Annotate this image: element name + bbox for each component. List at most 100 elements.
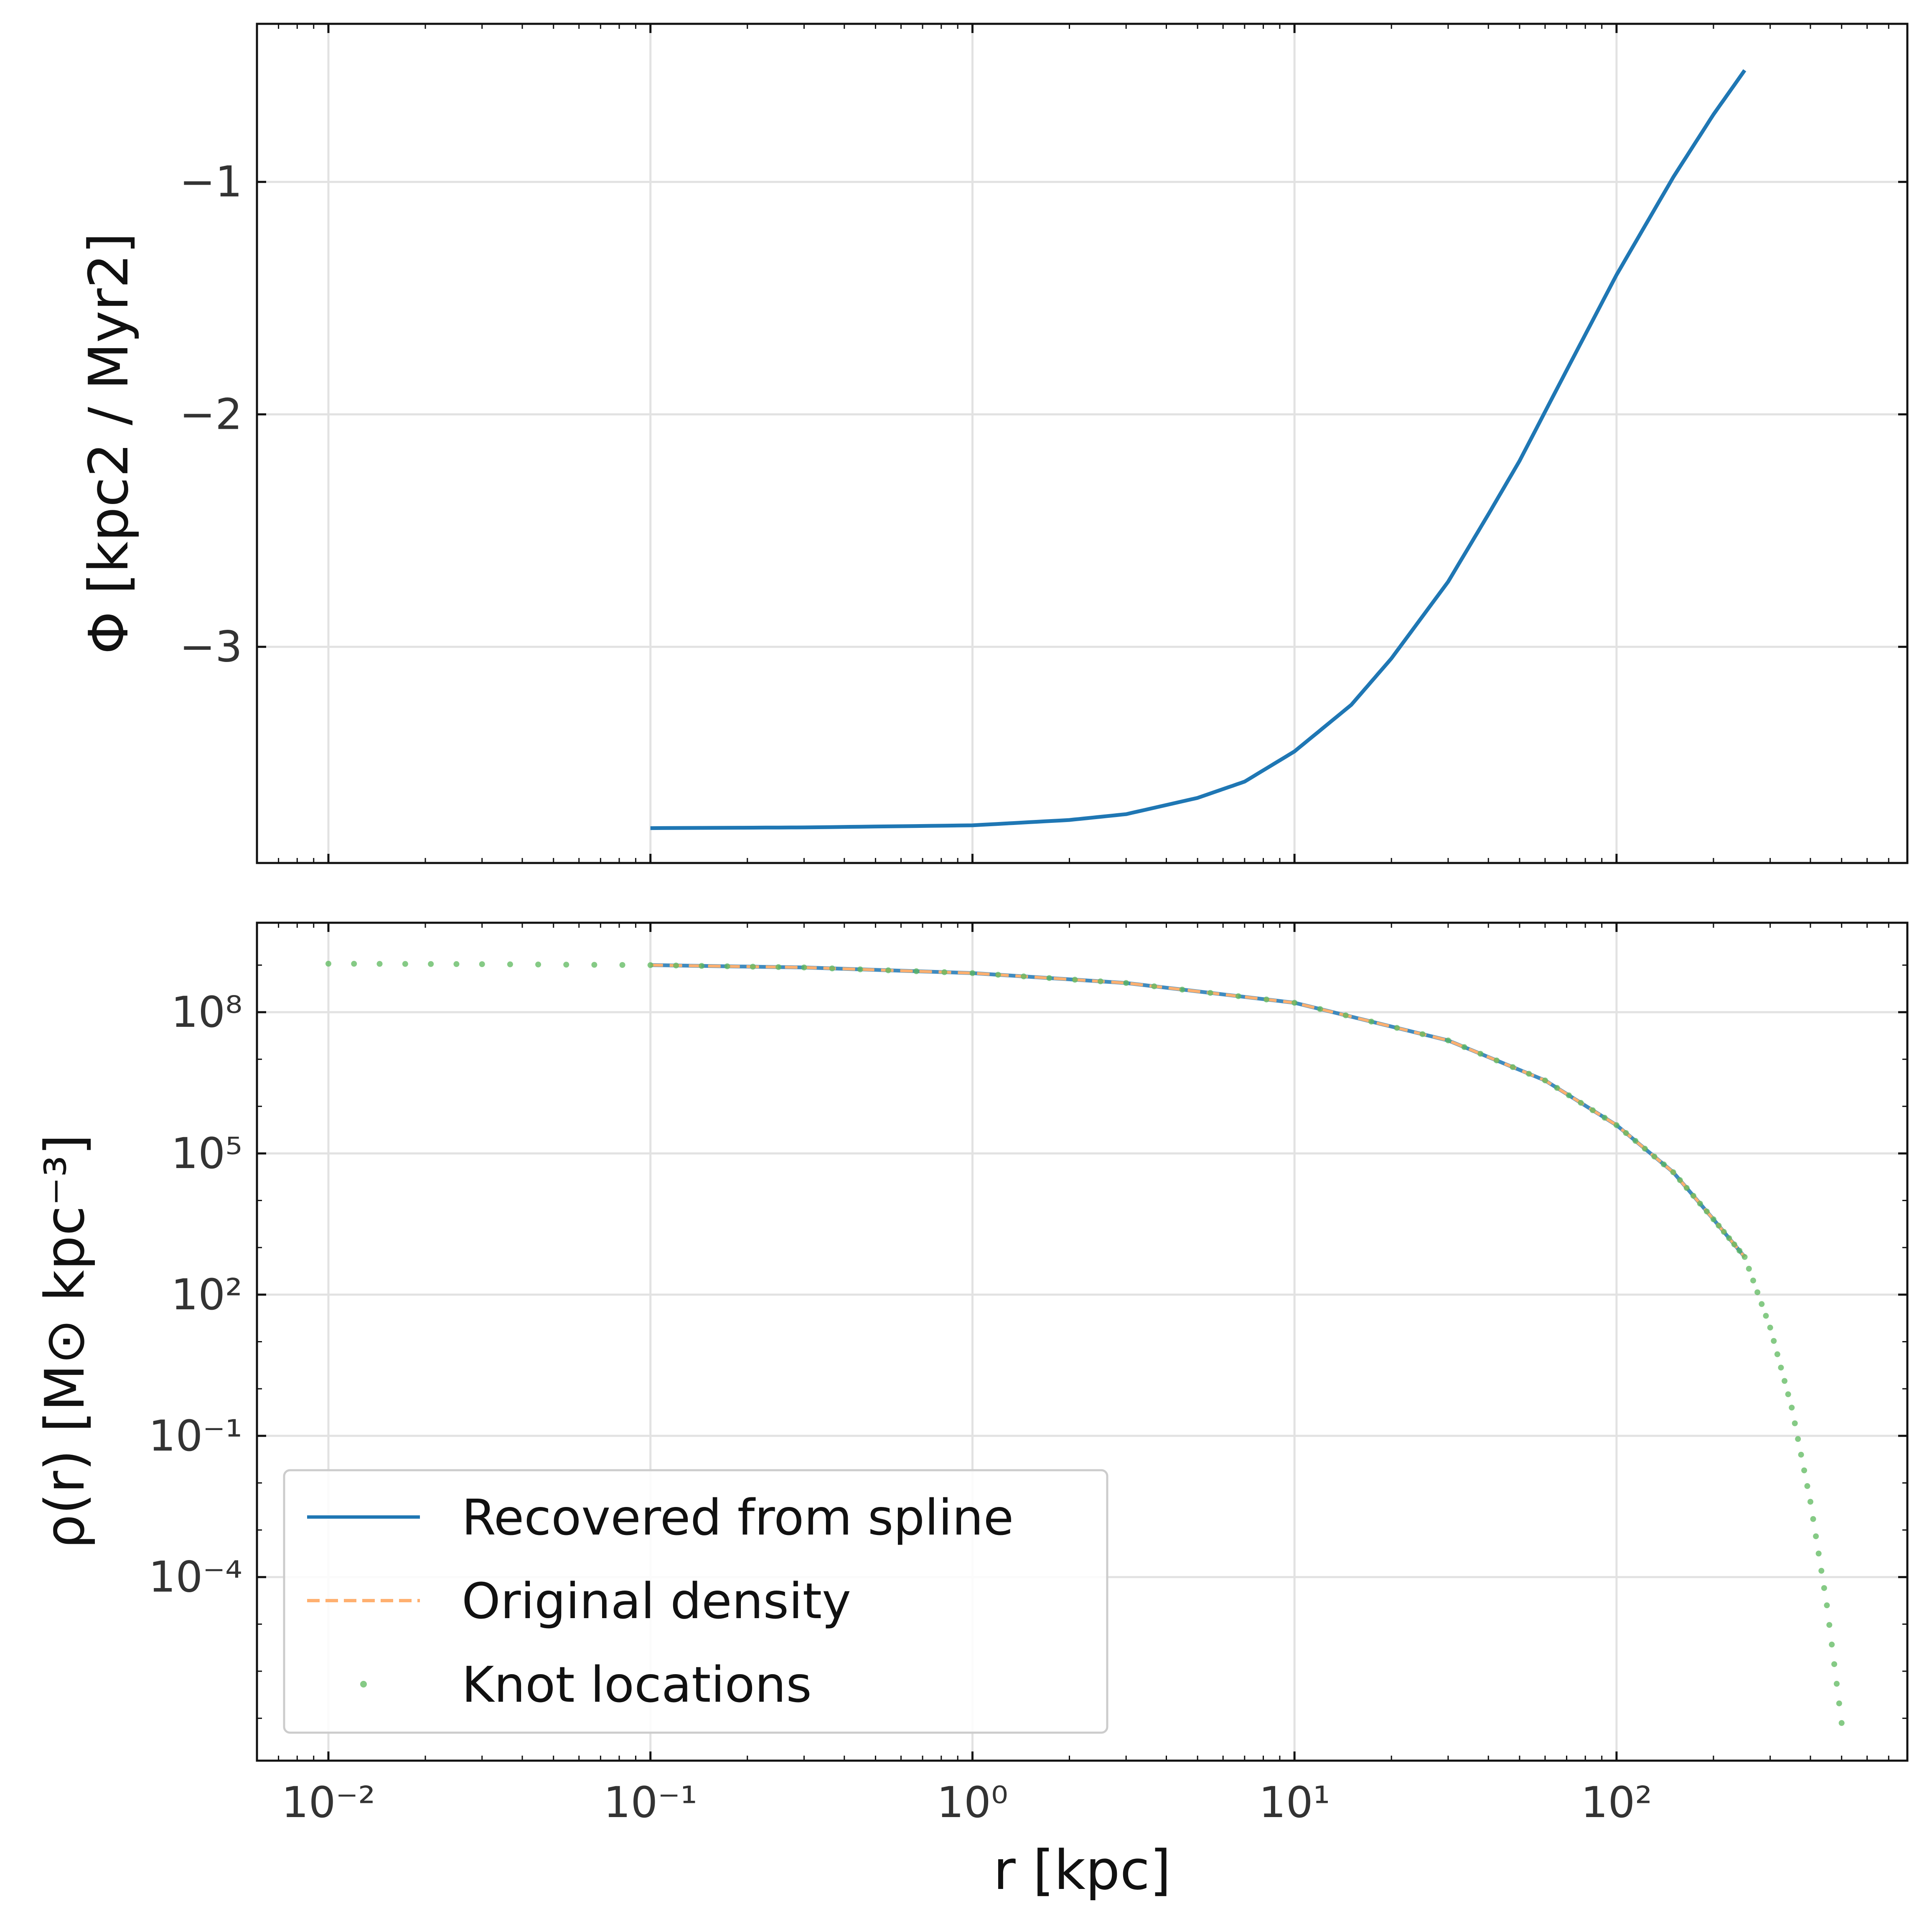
knot-point xyxy=(1526,1071,1532,1077)
y-tick-label: 10² xyxy=(171,1270,242,1320)
knot-point xyxy=(1461,1044,1467,1050)
legend-box xyxy=(283,1469,1108,1734)
knot-point xyxy=(1697,1201,1703,1207)
knot-point xyxy=(775,964,782,970)
knot-point xyxy=(1771,1338,1777,1344)
y-tick-label: −2 xyxy=(180,389,242,439)
knot-point xyxy=(995,972,1001,978)
knot-point xyxy=(1838,1720,1845,1726)
knot-point xyxy=(1726,1235,1732,1241)
knot-point xyxy=(1810,1516,1816,1522)
knot-point xyxy=(1419,1031,1426,1037)
potential-y-axis-label: Φ [kpc2 / Myr2] xyxy=(77,233,140,654)
knot-point xyxy=(1179,986,1185,993)
knot-point xyxy=(1763,1313,1769,1319)
knot-point xyxy=(507,961,513,967)
knot-point xyxy=(1813,1533,1819,1540)
knot-point xyxy=(1317,1006,1323,1012)
y-tick-label: 10⁻⁴ xyxy=(148,1553,242,1602)
knot-point xyxy=(1815,1550,1822,1557)
knot-point xyxy=(591,962,597,968)
density-y-axis-label: ρ(r) [M⊙ kpc⁻³] xyxy=(33,1134,97,1549)
knot-point xyxy=(1097,978,1103,985)
knot-point xyxy=(1677,1177,1683,1183)
density-x-axis-label: r [kpc] xyxy=(993,1838,1171,1902)
knot-point xyxy=(1578,1100,1584,1106)
knot-point xyxy=(376,961,383,967)
y-tick-label: 10⁸ xyxy=(171,988,242,1037)
knot-point xyxy=(1778,1364,1784,1371)
legend: Recovered from spline Original density K… xyxy=(283,1469,1108,1734)
density-panel: 10⁻² 10⁻¹ 10⁰ 10¹ 10² 10⁻⁴ 10⁻¹ 10² 10⁵ 10⁸ ρ(r) … xyxy=(33,921,1909,1902)
y-tick-label: 10⁵ xyxy=(171,1129,242,1179)
knot-point xyxy=(1741,1254,1748,1260)
potential-plot-area xyxy=(650,69,1746,830)
knot-point xyxy=(1554,1085,1560,1091)
knot-point xyxy=(1833,1681,1840,1687)
knot-point xyxy=(1759,1301,1765,1307)
knot-point xyxy=(1291,1000,1298,1006)
knot-point xyxy=(1542,1077,1548,1084)
density-axes-frame xyxy=(256,921,1909,1762)
knot-point xyxy=(1703,1208,1710,1214)
knot-point xyxy=(1632,1138,1639,1144)
phi-line xyxy=(650,69,1746,830)
knot-point xyxy=(1824,1602,1830,1609)
knot-point xyxy=(829,965,835,972)
knot-point xyxy=(1785,1391,1791,1397)
y-tick-label: −1 xyxy=(180,157,242,207)
knot-point xyxy=(647,962,653,968)
knot-point xyxy=(1716,1222,1722,1229)
knot-point xyxy=(428,961,434,967)
legend-label-knots: Knot locations xyxy=(462,1656,812,1713)
legend-label-original: Original density xyxy=(462,1572,851,1630)
knot-point xyxy=(1789,1405,1795,1411)
legend-swatch-knots xyxy=(360,1681,367,1688)
knot-point xyxy=(1807,1499,1813,1505)
knot-point xyxy=(1792,1420,1798,1426)
knot-point xyxy=(1782,1378,1788,1384)
knot-point xyxy=(1795,1436,1801,1442)
knot-point xyxy=(1623,1130,1629,1136)
knot-point xyxy=(1342,1012,1349,1018)
knot-point xyxy=(1731,1241,1737,1247)
x-tick-label: 10¹ xyxy=(1259,1778,1330,1828)
knot-point xyxy=(1774,1351,1780,1357)
knot-point xyxy=(1123,980,1129,986)
knot-point xyxy=(750,964,756,970)
potential-panel: −3 −2 −1 Φ [kpc2 / Myr2] xyxy=(77,23,1909,864)
x-tick-label: 10⁻¹ xyxy=(603,1778,697,1828)
knot-point xyxy=(1661,1161,1667,1168)
knot-point xyxy=(1798,1451,1804,1458)
knot-point xyxy=(1602,1115,1608,1121)
knot-point xyxy=(885,967,891,973)
knot-point xyxy=(1690,1193,1696,1199)
knot-point xyxy=(479,961,485,967)
knot-point xyxy=(1394,1025,1400,1031)
knot-point xyxy=(1021,973,1027,980)
knot-point xyxy=(1368,1018,1375,1025)
knot-point xyxy=(1046,975,1052,981)
knot-point xyxy=(673,962,679,969)
knot-point xyxy=(1589,1107,1596,1113)
knot-point xyxy=(1804,1483,1810,1489)
knot-point xyxy=(1683,1185,1690,1191)
knot-point xyxy=(1829,1642,1835,1648)
knot-point xyxy=(1818,1568,1825,1574)
knot-point xyxy=(1736,1247,1743,1254)
knot-point xyxy=(1767,1324,1773,1331)
knot-point xyxy=(1801,1467,1807,1474)
knot-point xyxy=(1670,1169,1676,1175)
knot-point xyxy=(941,969,948,975)
potential-axes-frame xyxy=(256,23,1909,864)
knot-point xyxy=(1263,996,1270,1003)
knot-point xyxy=(1207,990,1213,996)
knot-point xyxy=(619,962,625,968)
knot-point xyxy=(1754,1289,1761,1296)
x-tick-label: 10⁰ xyxy=(937,1778,1008,1828)
knot-point xyxy=(453,961,460,967)
knot-point xyxy=(1831,1661,1838,1667)
x-tick-label: 10² xyxy=(1581,1778,1652,1828)
knot-point xyxy=(1746,1265,1752,1272)
